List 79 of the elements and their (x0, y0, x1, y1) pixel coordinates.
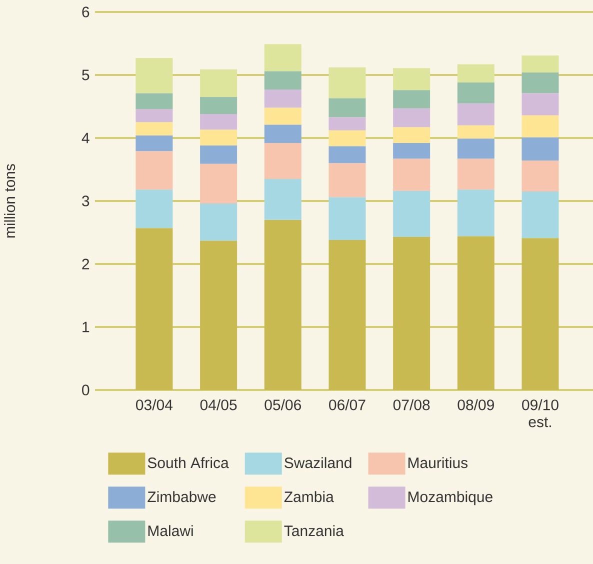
bar (200, 240, 238, 390)
bar (328, 197, 366, 240)
bar (200, 69, 238, 98)
bar (457, 236, 494, 390)
bar (522, 55, 559, 72)
bar (200, 204, 238, 241)
bar (264, 108, 302, 125)
x-tick-label: 09/10 est. (522, 399, 558, 428)
bar (328, 146, 366, 164)
bar (393, 143, 430, 159)
bar (200, 164, 238, 204)
bar (457, 64, 494, 83)
bar (200, 97, 238, 114)
x-tick-label: 05/06 (264, 399, 301, 410)
bar (328, 117, 366, 130)
bar (264, 143, 302, 179)
bar (328, 67, 366, 98)
bar (457, 158, 494, 190)
legend-label: South Africa (148, 457, 229, 468)
y-tick-label: 2 (82, 258, 90, 270)
bar (264, 124, 302, 144)
bar (457, 138, 494, 159)
bar (264, 220, 302, 390)
bar (200, 114, 238, 130)
bar (522, 192, 559, 238)
y-axis-title: million tons (4, 164, 16, 238)
bar (136, 190, 173, 228)
y-tick-label: 1 (82, 322, 90, 332)
x-tick-label: 04/05 (200, 399, 237, 410)
bar (328, 130, 366, 146)
bar (200, 146, 238, 164)
x-tick-label: 06/07 (329, 399, 366, 410)
y-tick-label: 6 (82, 6, 90, 18)
y-tick-label: 0 (82, 384, 90, 396)
x-tick-label: 07/08 (393, 399, 430, 410)
bar (136, 109, 173, 122)
bar (328, 240, 366, 390)
y-tick-label: 4 (82, 132, 90, 144)
legend-label: Mozambique (408, 491, 492, 506)
bar (457, 82, 494, 104)
bar (393, 158, 430, 191)
bar (264, 89, 302, 108)
bar (457, 125, 494, 139)
bar (393, 190, 430, 237)
bar (393, 108, 430, 128)
bar (264, 71, 302, 90)
bar (393, 90, 430, 108)
bar (136, 151, 173, 190)
bar (522, 238, 559, 390)
bar (136, 135, 173, 152)
bar (136, 122, 173, 136)
y-tick-label: 5 (82, 70, 90, 80)
bar (136, 58, 173, 94)
bar (393, 236, 430, 390)
bar (522, 160, 559, 192)
x-tick-label: 03/04 (136, 399, 173, 410)
y-tick-label: 3 (82, 196, 90, 206)
legend-label: Malawi (148, 525, 193, 536)
bar (457, 103, 494, 126)
bar (264, 178, 302, 220)
legend-label: Zambia (284, 491, 334, 502)
bar (457, 190, 494, 236)
bar (136, 228, 173, 390)
bar (328, 163, 366, 198)
bar (393, 127, 430, 144)
bar (200, 130, 238, 146)
bar (522, 72, 559, 94)
legend-label: Tanzania (284, 525, 344, 536)
legend-label: Mauritius (408, 457, 468, 468)
bar (393, 68, 430, 90)
x-tick-label: 08/09 (458, 399, 494, 410)
bar (136, 93, 173, 110)
bar (522, 137, 559, 161)
bar (328, 98, 366, 118)
legend-label: Swaziland (284, 457, 352, 468)
bar (522, 115, 559, 138)
bar (264, 44, 302, 72)
bar (522, 93, 559, 116)
legend-label: Zimbabwe (148, 491, 216, 502)
